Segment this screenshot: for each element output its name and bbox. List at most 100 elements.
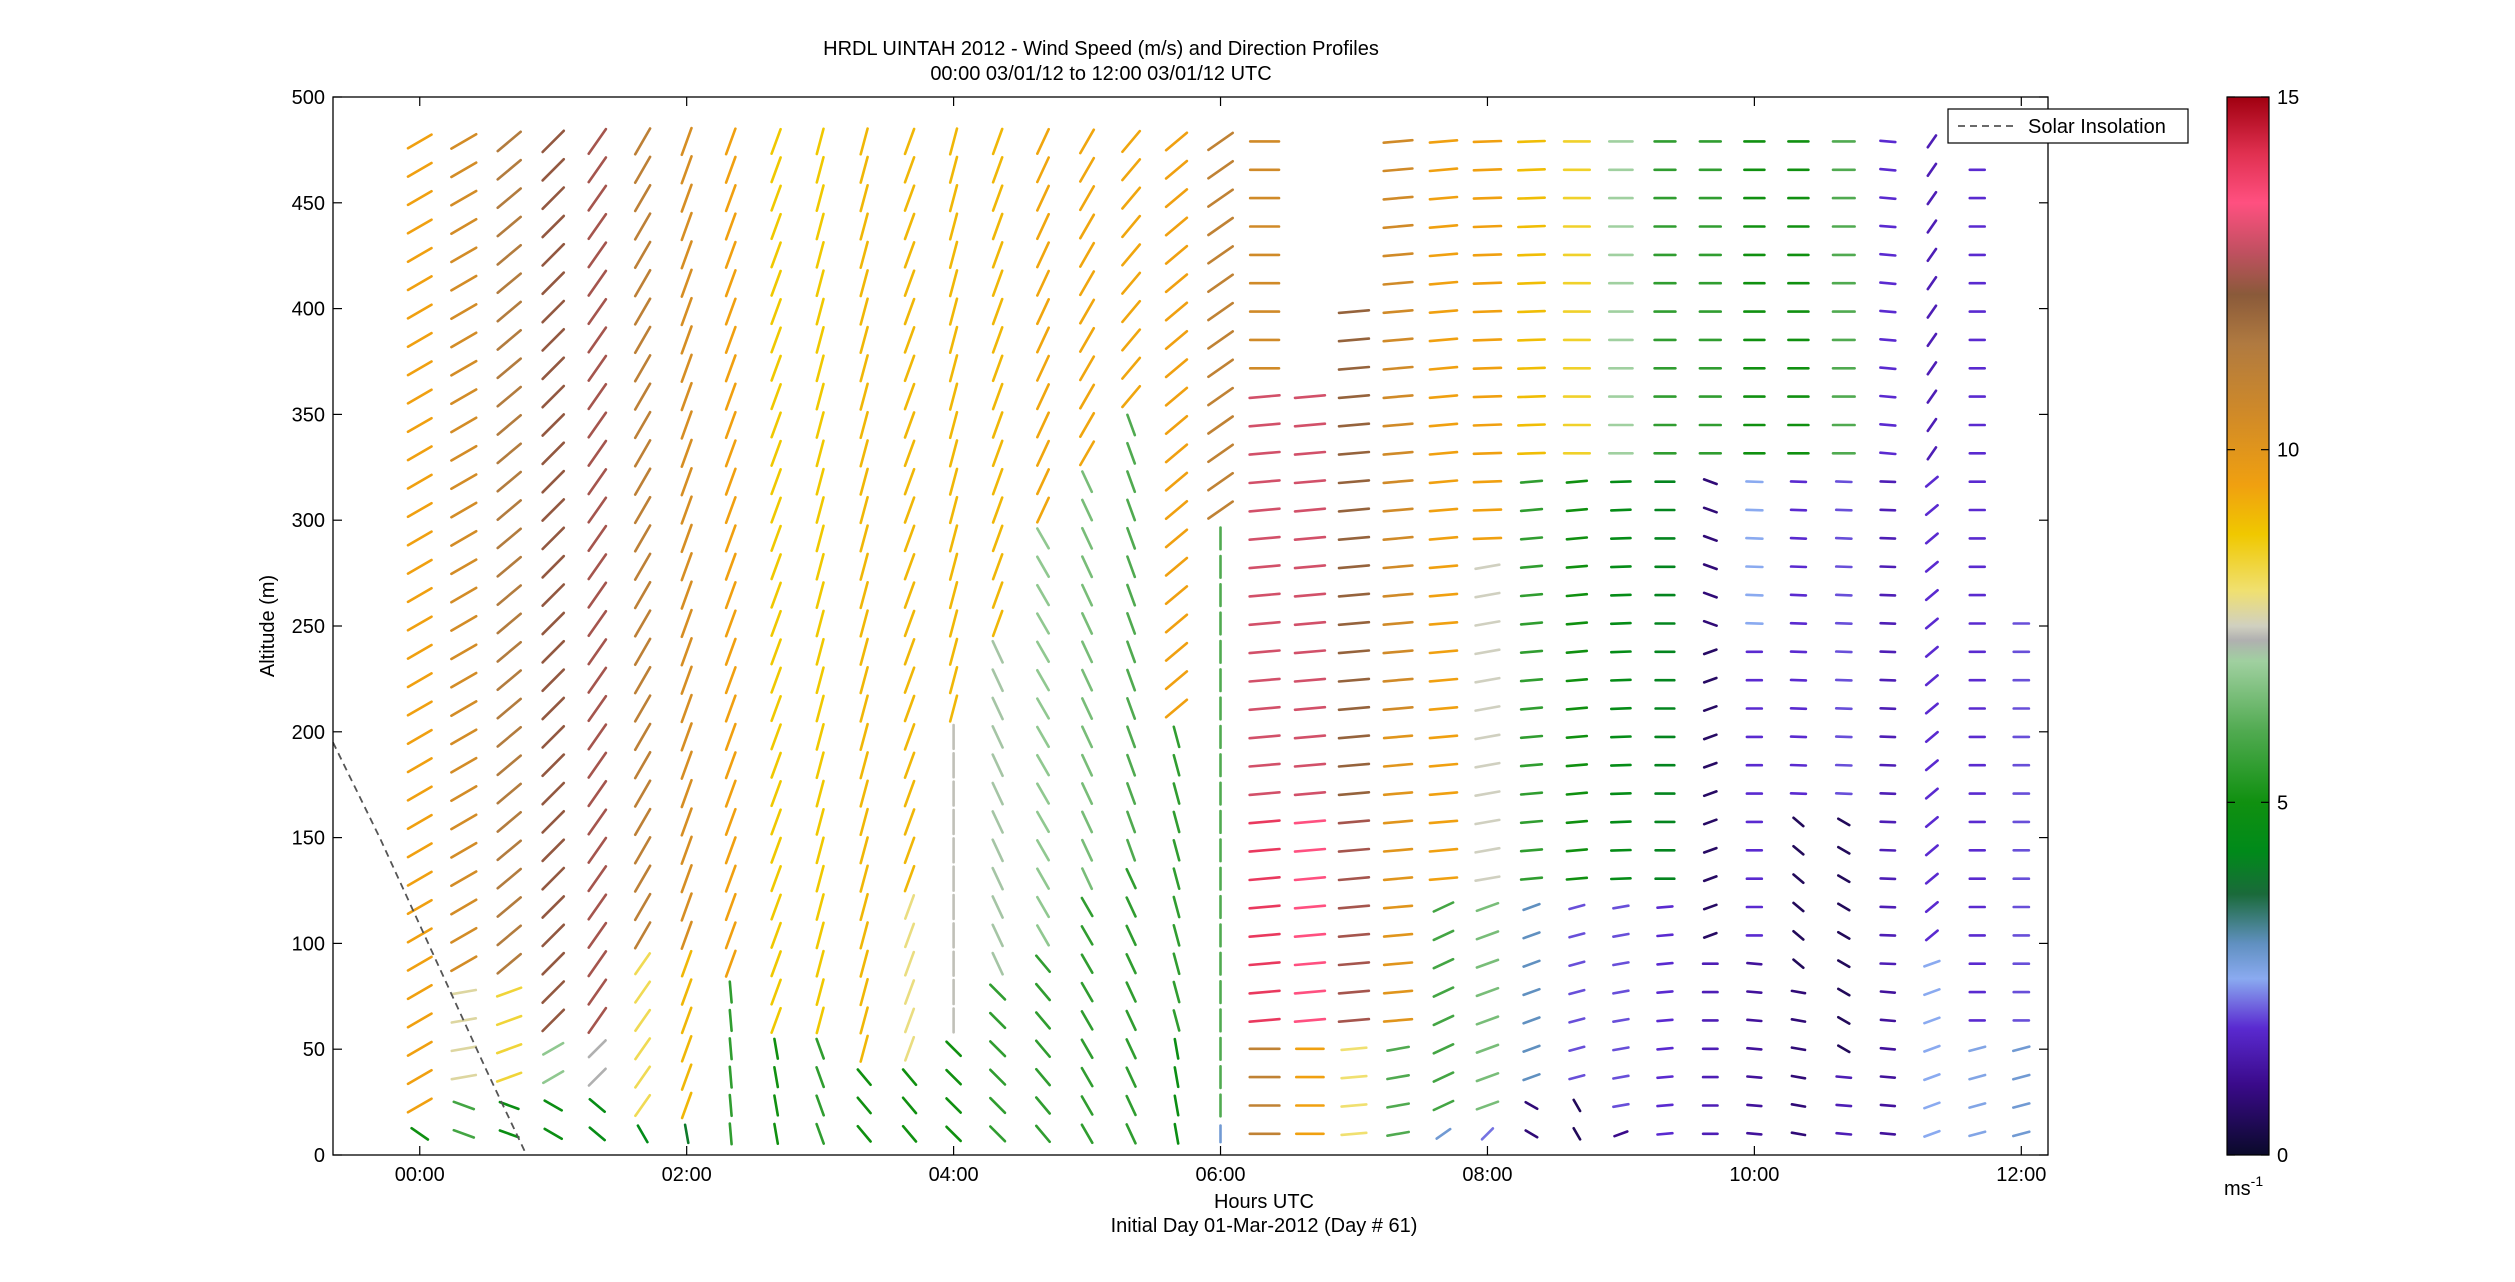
wind-barb <box>1337 479 1371 485</box>
wind-barb <box>1337 875 1371 882</box>
wind-barb <box>724 155 737 184</box>
wind-barb <box>636 1124 649 1144</box>
wind-barb <box>588 1098 607 1113</box>
wind-barb <box>1879 763 1897 767</box>
wind-barb <box>1472 366 1503 371</box>
wind-barb <box>587 553 608 581</box>
wind-barb <box>1248 961 1281 967</box>
wind-barb <box>1337 734 1371 740</box>
wind-barb <box>1121 299 1142 324</box>
wind-barb <box>1565 763 1589 768</box>
wind-barb <box>634 1037 652 1061</box>
wind-barb <box>680 325 693 355</box>
wind-barb <box>1879 394 1897 399</box>
wind-barb <box>1926 275 1938 291</box>
wind-barb <box>1386 1130 1410 1137</box>
wind-barb <box>633 921 652 950</box>
wind-barb <box>1879 422 1897 427</box>
wind-barb <box>541 809 566 834</box>
wind-barb <box>1337 620 1371 627</box>
wind-barb <box>1835 1131 1853 1136</box>
wind-barb <box>2012 1045 2031 1053</box>
wind-barb <box>773 1066 780 1089</box>
wind-barb <box>1126 470 1137 494</box>
wind-barb <box>1792 816 1805 828</box>
wind-barb <box>1081 725 1094 749</box>
wind-barb <box>1428 819 1459 825</box>
wind-barb <box>903 751 916 780</box>
wind-barb <box>1924 617 1939 630</box>
wind-barb <box>991 496 1004 524</box>
wind-barb <box>1081 668 1094 692</box>
wind-barb <box>1207 273 1234 294</box>
wind-barb <box>1834 735 1853 739</box>
wind-barb <box>859 552 869 581</box>
wind-barb <box>633 439 652 468</box>
wind-barb <box>541 668 566 693</box>
wind-barb <box>1879 735 1897 739</box>
wind-barb <box>1382 479 1414 485</box>
wind-barb <box>1121 328 1142 352</box>
wind-barb <box>1382 365 1414 371</box>
wind-barb <box>724 864 737 893</box>
wind-barb <box>587 156 608 184</box>
wind-barb <box>1474 705 1501 712</box>
wind-barb <box>948 240 959 270</box>
wind-barb <box>1432 1071 1455 1083</box>
wind-barb <box>1834 791 1853 796</box>
wind-barb <box>450 246 478 264</box>
wind-barb <box>1207 188 1234 208</box>
wind-barb <box>988 1011 1007 1030</box>
wind-barb <box>1036 212 1050 241</box>
wind-barb <box>680 466 693 497</box>
wind-barb <box>1519 479 1544 484</box>
wind-barb <box>948 410 959 440</box>
wind-barb <box>1079 213 1096 240</box>
wind-barb <box>1472 423 1503 427</box>
wind-barb <box>859 694 869 723</box>
wind-barb <box>1080 1010 1094 1031</box>
wind-barb <box>1568 960 1586 968</box>
wind-barb <box>1248 904 1281 910</box>
wind-barb <box>1610 735 1632 739</box>
wind-barb <box>1610 678 1632 682</box>
wind-barb <box>1565 876 1589 881</box>
wind-barb <box>1472 224 1503 229</box>
wind-barb <box>1923 1016 1941 1025</box>
wind-barb <box>587 524 608 553</box>
wind-barb <box>1382 507 1414 513</box>
wind-barb <box>1879 706 1897 711</box>
wind-barb <box>770 297 782 326</box>
wind-barb <box>1079 355 1096 382</box>
wind-barb <box>1337 535 1371 542</box>
wind-barb <box>680 381 693 412</box>
wind-barb <box>1656 933 1674 938</box>
wind-barb <box>1924 900 1939 914</box>
wind-barb <box>728 1065 733 1089</box>
wind-barb <box>587 1039 607 1059</box>
wind-barb <box>1789 763 1808 767</box>
wind-barb <box>815 921 825 950</box>
wind-barb <box>1125 1009 1137 1032</box>
wind-barb <box>1079 326 1096 353</box>
wind-barb <box>1702 818 1718 826</box>
wind-barb <box>1613 1130 1629 1138</box>
wind-barb <box>1172 895 1181 919</box>
wind-barb <box>1036 725 1050 749</box>
wind-barb <box>1879 337 1897 342</box>
wind-barb <box>815 722 825 751</box>
wind-barb <box>450 1016 478 1024</box>
wind-barb <box>1568 903 1586 911</box>
wind-barb <box>948 694 959 723</box>
wind-barb <box>1248 422 1281 428</box>
wind-barb <box>770 411 782 439</box>
wind-barb <box>1248 989 1281 995</box>
y-tick-label: 250 <box>292 616 325 638</box>
wind-barb <box>1207 500 1234 520</box>
wind-barb <box>680 920 693 951</box>
wind-barb <box>1792 929 1805 941</box>
wind-barb <box>859 1034 869 1063</box>
wind-barb <box>1337 422 1371 428</box>
wind-barb <box>859 949 869 978</box>
wind-barb <box>1472 168 1503 172</box>
